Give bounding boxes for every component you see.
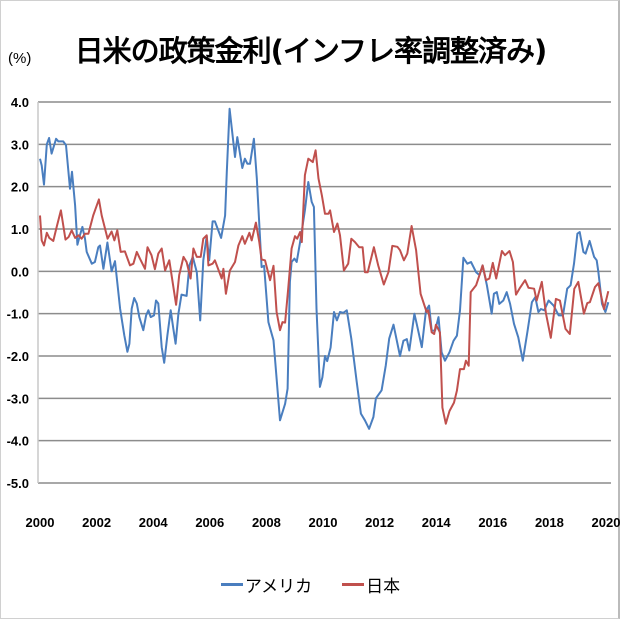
y-tick-label: 3.0 <box>11 137 29 152</box>
x-tick-label: 2004 <box>139 515 169 530</box>
x-tick-label: 2014 <box>422 515 452 530</box>
y-tick-label: -2.0 <box>7 349 29 364</box>
x-tick-label: 2020 <box>592 515 621 530</box>
legend-item-japan: 日本 <box>342 572 400 597</box>
legend-label-usa: アメリカ <box>244 577 313 597</box>
x-tick-label: 2018 <box>535 515 564 530</box>
legend: アメリカ 日本 <box>0 572 621 597</box>
x-tick-label: 2000 <box>26 515 55 530</box>
x-tick-label: 2010 <box>309 515 338 530</box>
x-tick-label: 2002 <box>82 515 111 530</box>
chart-title: 日米の政策金利(インフレ率調整済み) <box>74 34 548 68</box>
legend-item-usa: アメリカ <box>220 572 313 597</box>
x-tick-label: 2006 <box>195 515 224 530</box>
legend-swatch-usa <box>220 583 243 586</box>
y-tick-label: -5.0 <box>7 476 29 491</box>
y-tick-label: 1.0 <box>11 222 29 237</box>
x-tick-label: 2008 <box>252 515 281 530</box>
y-tick-label: -1.0 <box>7 307 29 322</box>
y-tick-label: 0.0 <box>11 264 29 279</box>
y-tick-label: -3.0 <box>7 391 29 406</box>
x-tick-label: 2012 <box>365 515 394 530</box>
series-line-usa <box>39 107 610 430</box>
y-tick-label: 2.0 <box>11 180 29 195</box>
x-tick-label: 2016 <box>478 515 507 530</box>
y-tick-label: -4.0 <box>7 434 29 449</box>
y-axis-unit-label: (%) <box>8 50 32 67</box>
legend-swatch-japan <box>342 583 365 586</box>
y-tick-label: 4.0 <box>11 95 29 110</box>
legend-label-japan: 日本 <box>366 577 401 597</box>
series-line-japan <box>39 149 610 425</box>
